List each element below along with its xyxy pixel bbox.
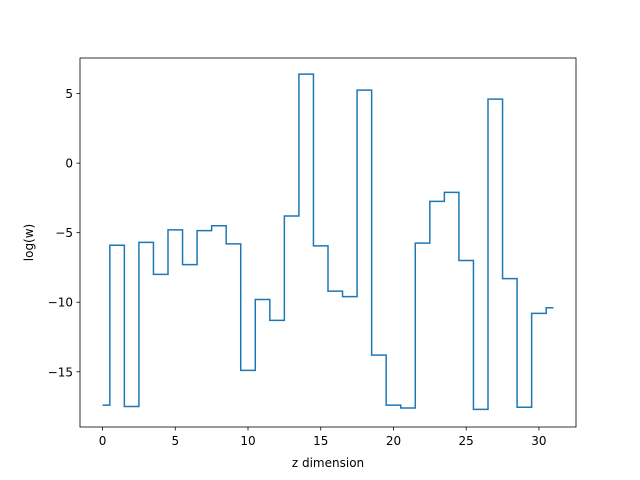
x-tick-label: 30 bbox=[531, 434, 546, 448]
x-tick-label: 10 bbox=[240, 434, 255, 448]
y-tick-label: −15 bbox=[48, 365, 73, 379]
y-axis-ticks: −15 −10 −5 0 5 bbox=[48, 87, 80, 379]
x-tick-label: 20 bbox=[386, 434, 401, 448]
y-tick-label: −5 bbox=[55, 226, 73, 240]
y-tick-label: 5 bbox=[65, 87, 73, 101]
series-line bbox=[102, 73, 554, 411]
y-tick-label: 0 bbox=[65, 157, 73, 171]
plot-area bbox=[80, 58, 576, 427]
x-axis-label: z dimension bbox=[292, 456, 364, 470]
plot-frame bbox=[79, 57, 577, 428]
x-axis-ticks: 0 5 10 15 20 25 30 bbox=[99, 427, 547, 448]
y-tick-label: −10 bbox=[48, 296, 73, 310]
x-tick-label: 5 bbox=[171, 434, 179, 448]
x-tick-label: 0 bbox=[99, 434, 107, 448]
y-axis-label: log(w) bbox=[22, 224, 36, 261]
x-tick-label: 15 bbox=[313, 434, 328, 448]
x-tick-label: 25 bbox=[459, 434, 474, 448]
